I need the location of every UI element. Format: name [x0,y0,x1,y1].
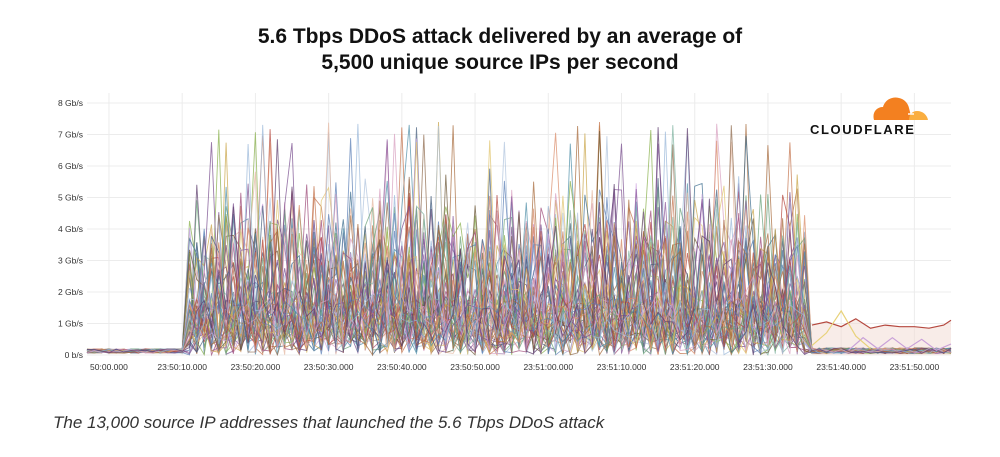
x-tick-label: 23:51:10.000 [597,362,647,372]
x-tick-label: 23:51:20.000 [670,362,720,372]
x-tick-label: 23:51:50.000 [890,362,940,372]
chart-series [86,121,952,357]
post-attack-residual-series [811,318,952,329]
x-tick-label: 23:50:10.000 [157,362,207,372]
chart-title-line-1: 5.6 Tbps DDoS attack delivered by an ave… [257,25,743,48]
cloudflare-logo: CLOUDFLARE [808,95,938,139]
source-ip-series [86,133,952,355]
cloudflare-wordmark: CLOUDFLARE [810,122,916,137]
cloud-icon [873,97,928,120]
source-ip-series [86,183,952,354]
y-tick-label: 1 Gb/s [58,319,83,329]
source-ip-series [86,129,952,357]
y-tick-label: 8 Gb/s [58,98,83,108]
y-tick-label: 4 Gb/s [58,224,83,234]
post-attack-area-fill [811,318,951,355]
x-tick-label: 23:51:30.000 [743,362,793,372]
x-axis: 50:00.000 23:50:10.000 23:50:20.000 23:50:3… [90,362,939,372]
y-tick-label: 5 Gb/s [58,193,83,203]
x-tick-label: 23:50:50.000 [450,362,500,372]
source-ip-series [86,142,952,354]
y-tick-label: 6 Gb/s [58,161,83,171]
source-ip-series [86,130,952,354]
x-tick-label: 50:00.000 [90,362,128,372]
chart-title-line-2: 5,500 unique source IPs per second [321,51,679,74]
source-ip-series [86,209,952,355]
y-tick-label: 0 b/s [65,350,83,360]
x-tick-label: 23:50:40.000 [377,362,427,372]
chart-title: 5.6 Tbps DDoS attack delivered by an ave… [0,24,1000,76]
y-axis: 0 b/s 1 Gb/s 2 Gb/s 3 Gb/s 4 Gb/s 5 Gb/s 6 Gb/… [58,98,83,360]
y-tick-label: 2 Gb/s [58,287,83,297]
x-tick-label: 23:50:20.000 [231,362,281,372]
figure-caption: The 13,000 source IP addresses that laun… [53,413,605,432]
post-attack-area [811,318,951,355]
source-ip-series [86,143,952,355]
source-ip-series [86,145,952,357]
x-tick-label: 23:51:00.000 [523,362,573,372]
y-tick-label: 3 Gb/s [58,256,83,266]
x-tick-label: 23:50:30.000 [304,362,354,372]
x-tick-label: 23:51:40.000 [816,362,866,372]
y-tick-label: 7 Gb/s [58,130,83,140]
post-attack-yellow-series [811,309,871,350]
source-ip-series [86,143,952,355]
post-attack-secondary-series [848,336,952,351]
traffic-chart: 0 b/s 1 Gb/s 2 Gb/s 3 Gb/s 4 Gb/s 5 Gb/s 6 Gb/… [58,93,952,372]
source-ip-series [86,191,952,357]
source-ip-series [86,183,952,356]
